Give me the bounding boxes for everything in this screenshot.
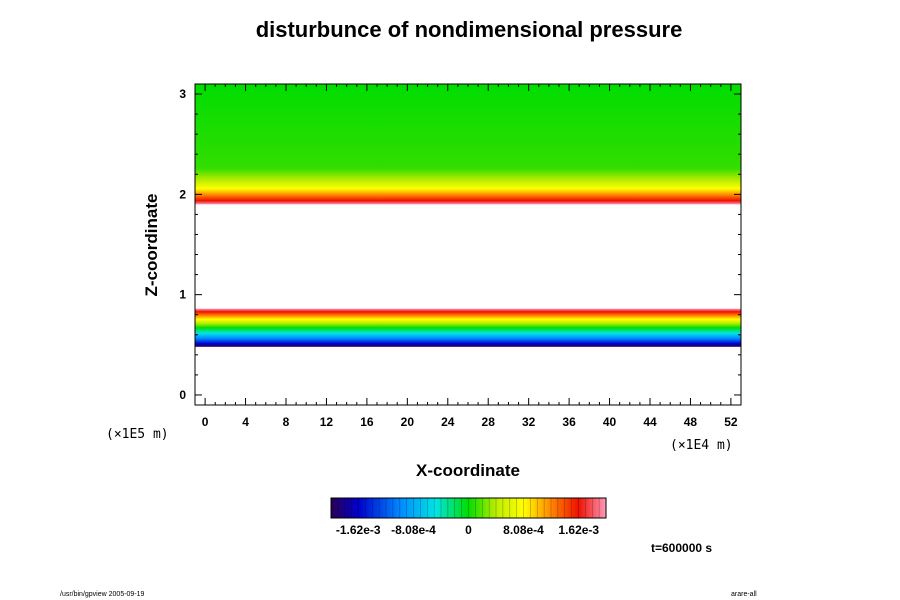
- footer-left: /usr/bin/gpview 2005-09-19: [60, 591, 145, 598]
- heatmap-bands: [195, 84, 741, 347]
- colorbar-tick-label: 1.62e-3: [558, 523, 599, 537]
- lower-pressure-band: [195, 308, 741, 347]
- upper-pressure-band: [195, 84, 741, 205]
- colorbar-tick-labels: -1.62e-3 -8.08e-4 0 8.08e-4 1.62e-3: [336, 523, 600, 537]
- y-scale-label: (×1E5 m): [106, 427, 169, 442]
- x-tick-label: 20: [401, 415, 415, 429]
- colorbar-tick-label: 8.08e-4: [503, 523, 544, 537]
- y-tick-label: 2: [179, 187, 186, 201]
- x-tick-label: 16: [360, 415, 374, 429]
- colorbar-stripes: [337, 498, 600, 518]
- x-scale-label: (×1E4 m): [670, 438, 733, 453]
- x-tick-labels: 0 4 8 12 16 20 24 28 32 36 40 44 48 52: [202, 415, 738, 429]
- x-tick-label: 0: [202, 415, 209, 429]
- colorbar-frame: [330, 497, 607, 519]
- y-tick-label: 3: [179, 87, 186, 101]
- x-tick-label: 52: [724, 415, 738, 429]
- y-tick-label: 0: [179, 388, 186, 402]
- footer-right: arare-all: [731, 591, 757, 598]
- x-tick-label: 12: [320, 415, 334, 429]
- x-tick-label: 8: [283, 415, 290, 429]
- y-tick-label: 1: [179, 288, 186, 302]
- colorbar-tick-label: -1.62e-3: [336, 523, 381, 537]
- x-tick-label: 36: [562, 415, 576, 429]
- x-tick-label: 40: [603, 415, 617, 429]
- colorbar-tick-label: 0: [465, 523, 472, 537]
- colorbar-tick-label: -8.08e-4: [391, 523, 436, 537]
- plot-frame: [194, 83, 742, 406]
- y-axis-label: Z-coordinate: [142, 194, 161, 297]
- x-tick-label: 44: [643, 415, 657, 429]
- y-tick-labels: 0 1 2 3: [179, 87, 186, 402]
- x-tick-label: 32: [522, 415, 536, 429]
- x-tick-label: 24: [441, 415, 455, 429]
- time-label: t=600000 s: [651, 541, 712, 555]
- x-axis-label: X-coordinate: [416, 461, 520, 480]
- x-tick-label: 48: [684, 415, 698, 429]
- colorbar: [331, 498, 606, 518]
- chart-title: disturbunce of nondimensional pressure: [256, 17, 683, 42]
- x-tick-label: 28: [482, 415, 496, 429]
- x-tick-label: 4: [242, 415, 249, 429]
